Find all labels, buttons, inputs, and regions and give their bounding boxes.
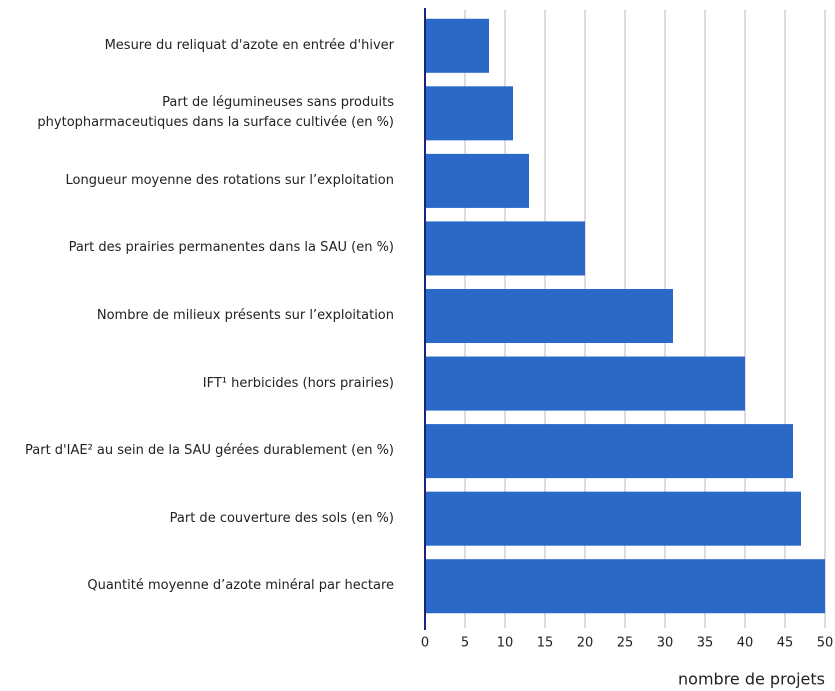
y-tick-label: Nombre de milieux présents sur l’exploit… — [96, 308, 394, 323]
x-tick-label: 20 — [577, 636, 594, 651]
y-tick-label: IFT¹ herbicides (hors prairies) — [202, 375, 394, 391]
x-tick-label: 45 — [777, 636, 794, 651]
x-tick-label: 50 — [817, 636, 834, 651]
bar — [425, 559, 825, 614]
x-tick-label: 15 — [537, 636, 554, 651]
y-tick-label: Part de légumineuses sans produits phyto… — [37, 95, 394, 131]
bar — [425, 288, 673, 344]
bar — [425, 491, 801, 546]
x-tick-label: 25 — [617, 636, 634, 651]
x-tick-label: 10 — [497, 636, 514, 651]
x-tick-label: 30 — [657, 636, 674, 651]
x-tick-label: 0 — [421, 636, 429, 651]
x-tick-label: 5 — [461, 636, 469, 651]
y-tick-label: Mesure du reliquat d'azote en entrée d'h… — [104, 37, 394, 53]
y-tick-label: Part des prairies permanentes dans la SA… — [68, 240, 394, 256]
y-tick-label: Quantité moyenne d’azote minéral par hec… — [87, 578, 394, 594]
y-tick-label: Longueur moyenne des rotations sur l’exp… — [65, 172, 394, 188]
x-tick-label: 35 — [697, 636, 714, 651]
bar — [425, 424, 793, 479]
bar — [425, 356, 745, 411]
bar — [425, 86, 513, 141]
x-tick-label: 40 — [737, 636, 754, 651]
bar — [425, 221, 585, 276]
bar — [425, 18, 489, 73]
y-tick-label: Part d'IAE² au sein de la SAU gérées dur… — [25, 443, 394, 459]
x-axis-title: nombre de projets — [678, 670, 825, 689]
bar — [425, 153, 529, 208]
y-tick-label: Part de couverture des sols (en %) — [169, 510, 394, 526]
